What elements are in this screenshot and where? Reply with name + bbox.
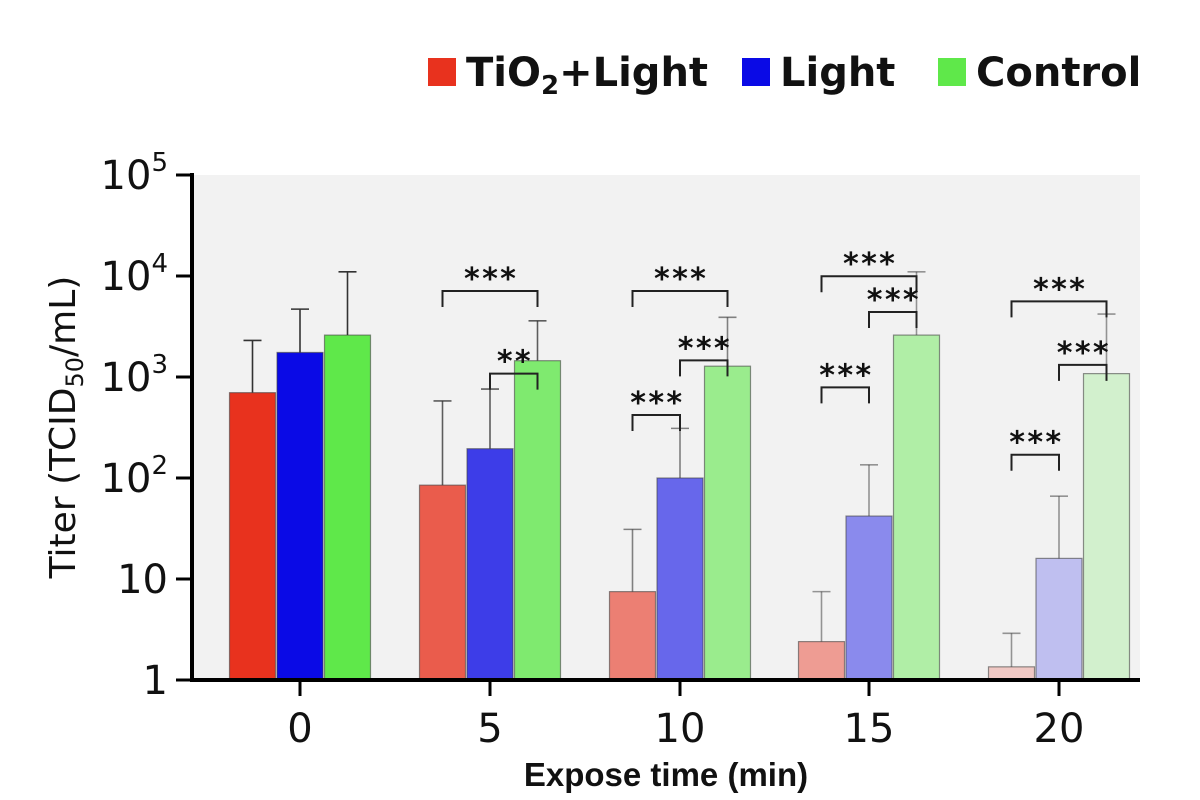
legend-swatch (742, 58, 770, 86)
significance-label: ** (496, 345, 532, 380)
legend-label: Light (780, 50, 895, 96)
bar-light-15 (845, 515, 893, 681)
significance-layer: ******************************** (441, 247, 1110, 471)
significance-label: *** (463, 262, 517, 297)
significance-bracket: ** (489, 345, 539, 390)
significance-bracket: *** (629, 386, 683, 432)
error-bar-tio2-light-10 (623, 528, 642, 592)
x-tick-label: 10 (655, 706, 706, 752)
significance-label: *** (629, 386, 683, 421)
bar-control-5 (513, 360, 562, 681)
legend-item-light: Light (742, 50, 895, 96)
significance-label: *** (818, 358, 872, 393)
legend-swatch (938, 58, 966, 86)
significance-label: *** (653, 262, 707, 297)
significance-label: *** (1032, 272, 1086, 307)
bar-light-0 (276, 351, 324, 681)
error-bar-control-5 (528, 320, 547, 361)
y-tick-label: 1 (143, 658, 168, 704)
error-bar-control-10 (718, 316, 737, 367)
significance-bracket: *** (1010, 272, 1108, 318)
legend-item-tio2-light: TiO2+Light (428, 50, 708, 101)
axes-layer: 1 10 102 103 104 105 0 5 10 15 20 (101, 148, 1140, 752)
error-bar-light-20 (1050, 495, 1068, 559)
bar-tio2-light-15 (797, 640, 846, 681)
y-tick-label: 103 (101, 350, 168, 401)
x-tick-label: 5 (477, 706, 502, 752)
y-axis-title: Titer (TCID50/mL) (43, 276, 89, 580)
significance-label: *** (842, 247, 896, 282)
significance-bracket: *** (1056, 336, 1110, 381)
bar-control-10 (703, 365, 752, 681)
significance-bracket: *** (441, 262, 539, 308)
error-bar-tio2-light-20 (1002, 632, 1021, 667)
error-bar-tio2-light-15 (812, 590, 831, 642)
error-bar-tio2-light-5 (433, 400, 452, 486)
legend-label: Control (976, 50, 1141, 96)
bar-light-5 (466, 448, 514, 681)
error-bar-control-0 (338, 271, 357, 336)
bar-light-10 (656, 477, 704, 681)
y-tick-label: 10 (117, 557, 168, 603)
significance-bracket: *** (1008, 426, 1062, 471)
bar-tio2-light-0 (228, 392, 277, 681)
x-tick-label: 15 (844, 706, 895, 752)
bar-tio2-light-10 (608, 591, 657, 681)
bar-control-15 (892, 334, 941, 681)
error-bar-light-15 (860, 464, 878, 517)
legend-item-control: Control (938, 50, 1141, 96)
legend-label: TiO2+Light (466, 50, 708, 101)
y-tick-label: 102 (101, 451, 168, 502)
significance-label: *** (1056, 336, 1110, 371)
x-tick-label: 20 (1034, 706, 1085, 752)
bar-light-20 (1035, 557, 1083, 681)
significance-bracket: *** (631, 262, 729, 308)
bar-control-0 (323, 334, 372, 681)
significance-bracket: *** (818, 358, 872, 404)
significance-bracket: *** (677, 331, 731, 377)
legend-swatch (428, 58, 456, 86)
y-tick-label: 104 (101, 249, 168, 300)
x-tick-label: 0 (287, 706, 312, 752)
legend: TiO2+Light Light Control (428, 50, 1141, 101)
bar-control-20 (1082, 373, 1131, 681)
bar-tio2-light-5 (418, 484, 467, 681)
significance-bracket: *** (820, 247, 918, 293)
x-axis-title: Expose time (min) (524, 756, 808, 793)
significance-label: *** (866, 283, 920, 318)
error-bar-light-0 (291, 308, 309, 353)
error-bar-tio2-light-0 (243, 339, 262, 393)
bars-layer (228, 334, 1131, 681)
y-tick-label: 105 (101, 148, 168, 199)
significance-label: *** (1008, 426, 1062, 461)
significance-bracket: *** (866, 283, 920, 329)
significance-label: *** (677, 331, 731, 366)
